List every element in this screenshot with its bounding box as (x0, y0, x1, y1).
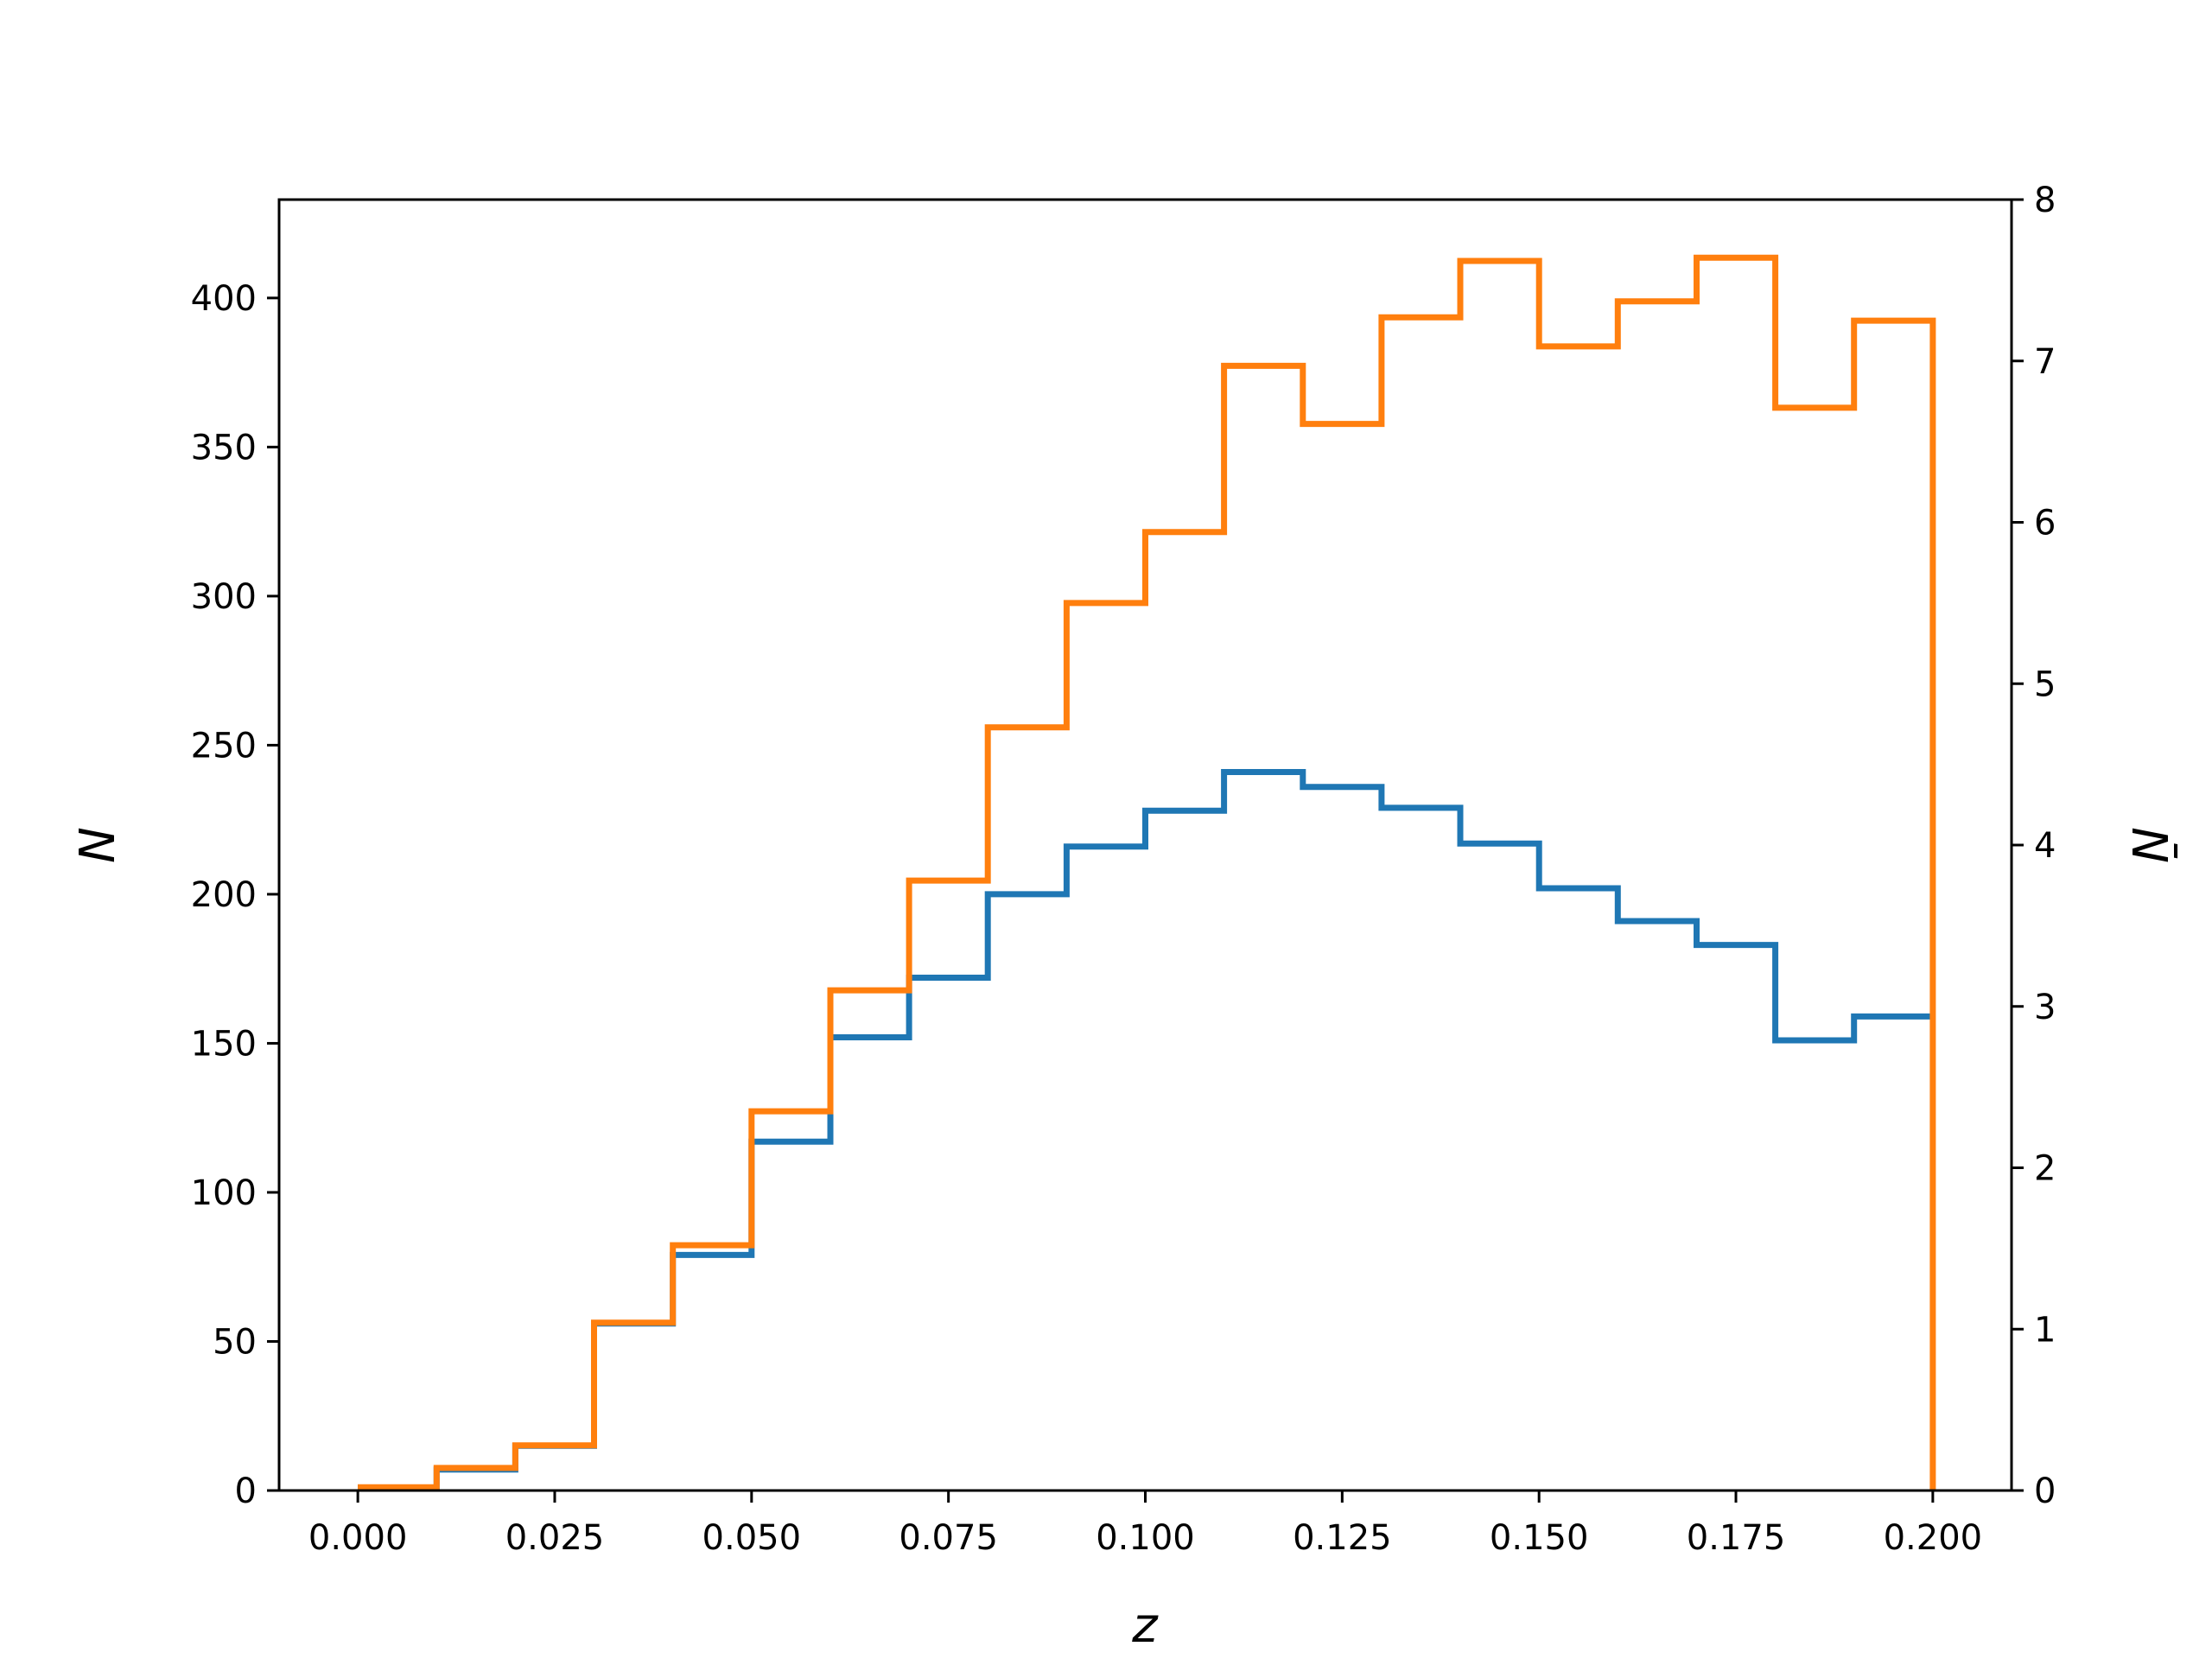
x-tick-label: 0.200 (1884, 1518, 1983, 1558)
x-tick-label: 0.025 (505, 1518, 605, 1558)
x-tick-label: 0.125 (1293, 1518, 1392, 1558)
right-y-tick-label: 7 (2034, 342, 2056, 382)
right-y-tick-label: 2 (2034, 1149, 2056, 1189)
series-2-step-line (358, 254, 1936, 1491)
right-y-tick-label: 4 (2034, 826, 2056, 866)
x-axis-label: z (1131, 1598, 1159, 1654)
left-y-tick-label: 150 (191, 1024, 257, 1064)
x-tick-label: 0.000 (308, 1518, 408, 1558)
series-layer (358, 254, 1936, 1491)
left-y-axis-label: N (70, 827, 126, 863)
right-y-tick-label: 3 (2034, 988, 2056, 1027)
left-y-tick-label: 50 (213, 1322, 257, 1362)
right-y-axis-label: N̄ (2120, 827, 2177, 863)
right-y-tick-label: 0 (2034, 1471, 2056, 1511)
right-y-axis-ticks: 0 1 2 3 4 5 6 7 8 (2012, 181, 2056, 1511)
right-y-tick-label: 1 (2034, 1310, 2056, 1350)
left-y-tick-label: 250 (191, 726, 257, 766)
left-y-tick-label: 100 (191, 1173, 257, 1213)
left-y-tick-label: 0 (235, 1471, 257, 1511)
left-y-tick-label: 300 (191, 577, 257, 617)
left-y-tick-label: 350 (191, 428, 257, 467)
x-axis-ticks: 0.000 0.025 0.050 0.075 0.100 0.125 0.150 0.175… (308, 1491, 1982, 1558)
x-tick-label: 0.150 (1490, 1518, 1589, 1558)
x-tick-label: 0.075 (899, 1518, 998, 1558)
right-y-tick-label: 5 (2034, 664, 2056, 704)
left-y-tick-label: 400 (191, 279, 257, 319)
right-y-tick-label: 6 (2034, 504, 2056, 543)
x-tick-label: 0.100 (1096, 1518, 1195, 1558)
x-tick-label: 0.175 (1687, 1518, 1786, 1558)
left-y-tick-label: 200 (191, 875, 257, 915)
x-tick-label: 0.050 (702, 1518, 802, 1558)
right-y-tick-label: 8 (2034, 181, 2056, 220)
left-y-axis-ticks: 0 50 100 150 200 250 300 350 400 (191, 279, 279, 1511)
